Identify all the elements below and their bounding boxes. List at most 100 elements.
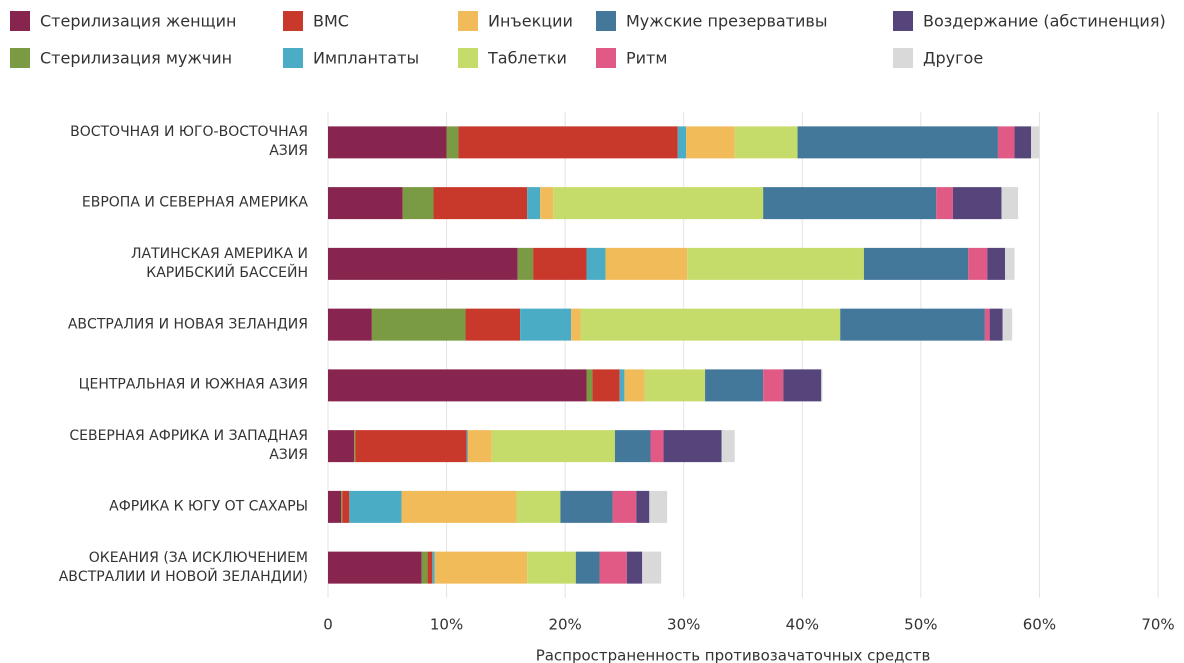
bar-segment <box>1005 247 1015 280</box>
bar-segment <box>328 369 587 402</box>
bar-segment <box>612 490 637 523</box>
legend-label: ВМС <box>313 12 349 31</box>
bar-segment <box>527 187 541 220</box>
bar-segment <box>987 247 1006 280</box>
legend-label: Имплантаты <box>313 49 419 68</box>
bar-segment <box>527 551 576 584</box>
x-tick-label: 10% <box>430 616 463 634</box>
legend-swatch <box>283 48 303 68</box>
bar-segment <box>571 308 581 341</box>
bar-segment <box>624 369 645 402</box>
bar-segment <box>821 369 823 402</box>
bar-segment <box>989 308 1003 341</box>
bar-segment <box>687 247 864 280</box>
bar-segment <box>458 126 678 159</box>
legend-label: Воздержание (абстиненция) <box>923 12 1166 31</box>
legend-label: Стерилизация женщин <box>40 12 236 31</box>
x-tick-label: 20% <box>548 616 581 634</box>
y-tick-label: СЕВЕРНАЯ АФРИКА И ЗАПАДНАЯ АЗИЯ <box>69 428 308 464</box>
bar-segment <box>433 187 528 220</box>
bar-segment <box>540 187 554 220</box>
bar-segment <box>328 490 342 523</box>
y-tick-label: АВСТРАЛИЯ И НОВАЯ ЗЕЛАНДИЯ <box>67 316 308 333</box>
bar-segment <box>491 430 615 463</box>
bar-segment <box>328 551 422 584</box>
bar-segment <box>936 187 953 220</box>
x-tick-label: 50% <box>904 616 937 634</box>
bar-segment <box>465 308 521 341</box>
y-tick-label: ОКЕАНИЯ (ЗА ИСКЛЮЧЕНИЕМ АВСТРАЛИИ И НОВО… <box>58 549 308 585</box>
bar-segment <box>677 126 687 159</box>
bar-segment <box>328 247 518 280</box>
legend-swatch <box>596 11 616 31</box>
bar-segment <box>592 369 620 402</box>
x-tick-label: 30% <box>667 616 700 634</box>
bar-segment <box>797 126 998 159</box>
bar-segment <box>763 369 784 402</box>
bar-segment <box>328 187 403 220</box>
legend-label: Другое <box>923 49 983 68</box>
bar-segment <box>663 430 722 463</box>
bar-segment <box>984 308 990 341</box>
bar-segment <box>705 369 764 402</box>
bar-segment <box>686 126 735 159</box>
legend-swatch <box>458 11 478 31</box>
bar-segment <box>644 369 706 402</box>
bar-segment <box>1001 187 1019 220</box>
x-tick-label: 40% <box>786 616 819 634</box>
bar-segment <box>349 490 402 523</box>
bar-segment <box>575 551 600 584</box>
legend-label: Таблетки <box>487 49 567 68</box>
bar-segment <box>520 308 572 341</box>
bar-segment <box>553 187 764 220</box>
y-tick-label: АФРИКА К ЮГУ ОТ САХАРЫ <box>109 498 308 515</box>
bar-segment <box>328 308 372 341</box>
x-tick-label: 60% <box>1023 616 1056 634</box>
legend-label: Инъекции <box>488 12 573 31</box>
bar-segment <box>968 247 988 280</box>
bar-segment <box>516 490 561 523</box>
bar-segment <box>650 430 664 463</box>
bar-segment <box>402 187 434 220</box>
bar-segment <box>560 490 613 523</box>
bar-segment <box>354 430 356 463</box>
y-tick-label: ВОСТОЧНАЯ И ЮГО-ВОСТОЧНАЯ АЗИЯ <box>70 124 308 160</box>
x-tick-label: 0 <box>323 616 333 634</box>
y-tick-label: ЦЕНТРАЛЬНАЯ И ЮЖНАЯ АЗИЯ <box>78 376 308 393</box>
bar-segment <box>642 551 662 584</box>
legend-swatch <box>458 48 478 68</box>
bar-segment <box>1031 126 1040 159</box>
bar-segment <box>434 551 528 584</box>
bar-segment <box>517 247 534 280</box>
bar-segment <box>599 551 627 584</box>
bar-segment <box>605 247 688 280</box>
bar-segment <box>840 308 985 341</box>
bar-segment <box>533 247 587 280</box>
bar-segment <box>432 551 435 584</box>
bar-segment <box>952 187 1002 220</box>
x-axis-label: Распространенность противозачаточных сре… <box>536 647 931 663</box>
legend-swatch <box>10 48 30 68</box>
bar-segment <box>421 551 428 584</box>
bar-segment <box>721 430 735 463</box>
bar-segment <box>614 430 651 463</box>
bar-segment <box>355 430 467 463</box>
bar-segment <box>466 430 468 463</box>
y-tick-label: ЕВРОПА И СЕВЕРНАЯ АМЕРИКА <box>81 194 308 211</box>
bar-segment <box>328 430 355 463</box>
bar-segment <box>783 369 822 402</box>
bar-segment <box>586 369 593 402</box>
bar-segment <box>341 490 343 523</box>
bar-segment <box>626 551 643 584</box>
legend-swatch <box>893 48 913 68</box>
bar-segment <box>580 308 841 341</box>
bar-segment <box>342 490 350 523</box>
bar-segment <box>446 126 459 159</box>
legend-swatch <box>10 11 30 31</box>
bar-segment <box>763 187 937 220</box>
bar-segment <box>401 490 517 523</box>
bar-segment <box>863 247 969 280</box>
legend-swatch <box>283 11 303 31</box>
